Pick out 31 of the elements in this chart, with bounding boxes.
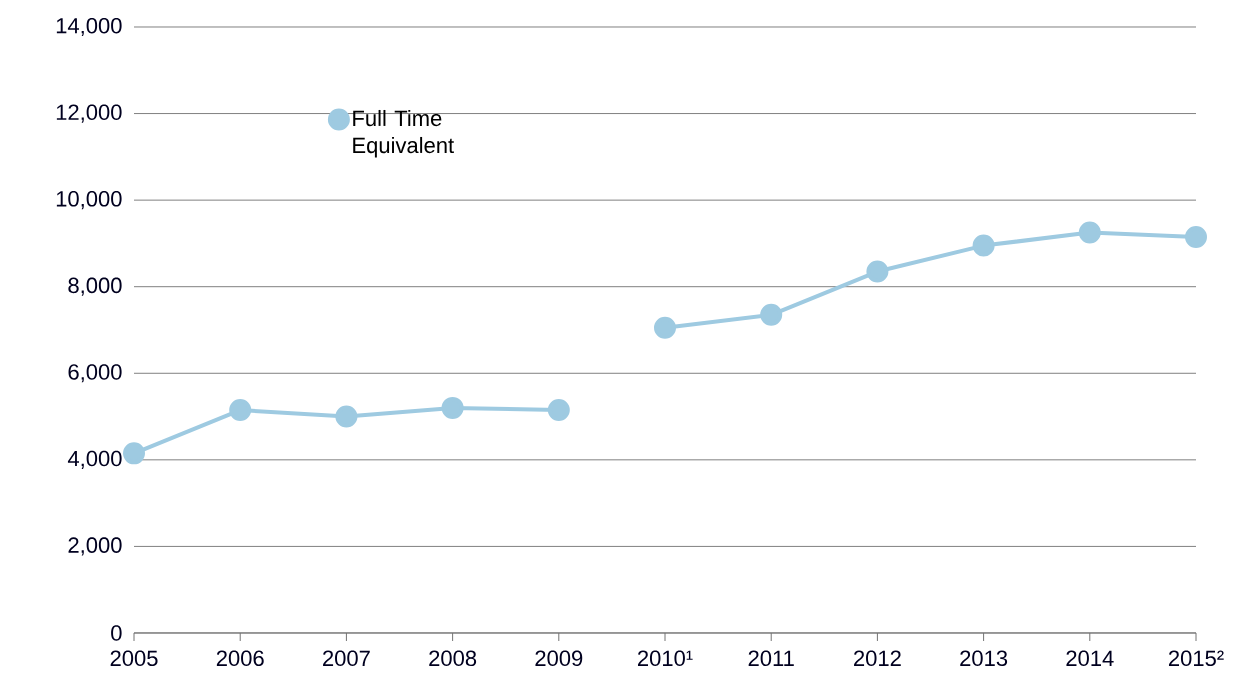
y-tick-label: 6,000 — [68, 364, 122, 383]
point — [123, 442, 146, 465]
x-tick-label: 2005 — [110, 650, 158, 667]
point — [441, 396, 464, 419]
x-tick-label: 2014 — [1066, 650, 1114, 667]
x-tick-label: 2011 — [748, 650, 794, 667]
y-tick-label: 0 — [111, 625, 122, 641]
y-tick-label: 8,000 — [68, 277, 122, 296]
point — [1185, 225, 1207, 248]
y-tick-label: 10,000 — [56, 191, 122, 210]
x-tick-label: 2012 — [854, 650, 901, 667]
point — [335, 405, 358, 428]
point — [654, 316, 677, 339]
x-tick-label: 2006 — [216, 650, 264, 667]
point — [1078, 221, 1101, 244]
x-tick-label: 2008 — [429, 650, 477, 667]
point — [866, 260, 889, 283]
point — [760, 303, 783, 326]
point — [229, 399, 252, 422]
y-tick-label: 2,000 — [68, 537, 122, 556]
x-tick-label: 2009 — [535, 650, 583, 667]
y-tick-label: 4,000 — [67, 450, 122, 469]
legend-label: Full Time Equivalent — [353, 109, 454, 158]
y-tick-label: 12,000 — [56, 104, 122, 123]
y-tick-label: 14,000 — [56, 17, 122, 37]
point — [972, 234, 995, 257]
point — [547, 399, 570, 422]
x-tick-label: 2015² — [1168, 650, 1224, 667]
x-tick-label: 2010¹ — [637, 650, 693, 667]
x-tick-label: 2007 — [323, 650, 370, 667]
x-tick-label: 2013 — [960, 650, 1008, 667]
